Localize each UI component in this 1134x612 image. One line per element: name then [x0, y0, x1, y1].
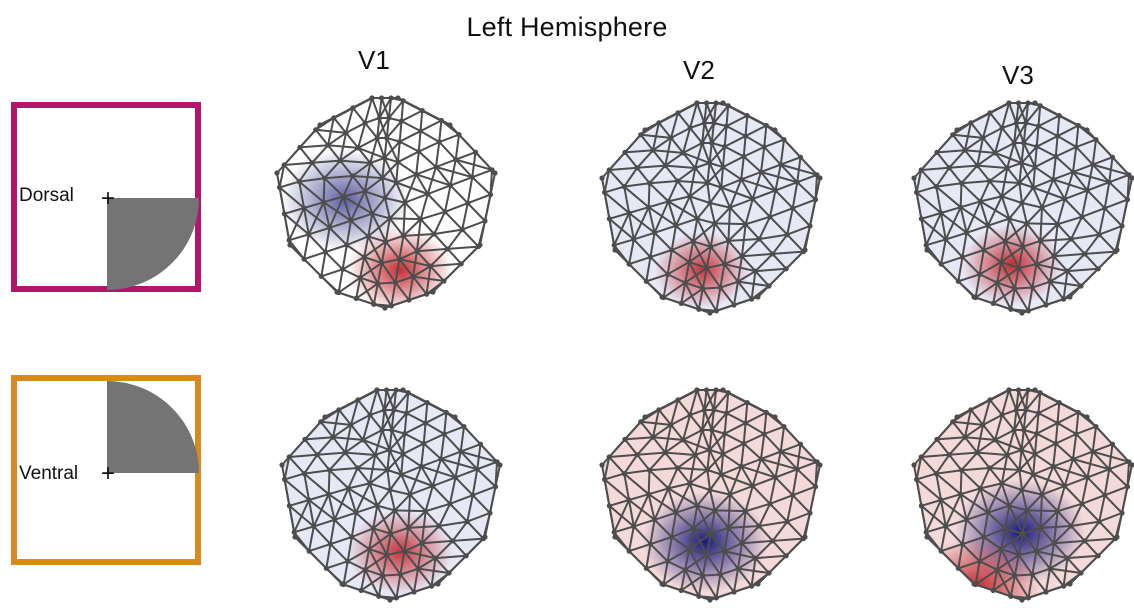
column-label-v2: V2 [683, 55, 715, 85]
dorsal-visual-field-panel: + Dorsal [11, 102, 201, 292]
mesh-ventral-v2 [599, 387, 823, 603]
mesh-nodes [599, 100, 823, 316]
figure-title: Left Hemisphere [466, 12, 668, 42]
dorsal-fixation-cross: + [101, 185, 116, 212]
column-label-v3: V3 [1002, 60, 1034, 90]
mesh-nodes [274, 95, 498, 311]
ventral-label: Ventral [19, 463, 79, 484]
mesh-edges [912, 388, 1134, 602]
mesh-dorsal-v3 [911, 100, 1134, 316]
mesh-edges [275, 96, 497, 310]
column-label-v1: V1 [358, 45, 390, 75]
mesh-nodes [599, 387, 823, 603]
dorsal-stimulus-quadrant [107, 198, 199, 290]
mesh-edges [280, 388, 502, 602]
mesh-ventral-v1 [279, 387, 503, 603]
mesh-nodes [911, 387, 1134, 603]
mesh-ventral-v3 [911, 387, 1134, 603]
mesh-nodes [279, 387, 503, 603]
positive-activation-blob [347, 228, 453, 308]
mesh-dorsal-v2 [599, 100, 823, 316]
ventral-fixation-cross: + [101, 460, 116, 487]
ventral-visual-field-panel: + Ventral [11, 375, 201, 565]
mesh-edges [600, 101, 822, 315]
dorsal-label: Dorsal [19, 185, 74, 206]
ventral-stimulus-quadrant [107, 381, 199, 473]
mesh-edges [600, 388, 822, 602]
mesh-dorsal-v1 [274, 95, 498, 311]
mesh-nodes [911, 100, 1134, 316]
